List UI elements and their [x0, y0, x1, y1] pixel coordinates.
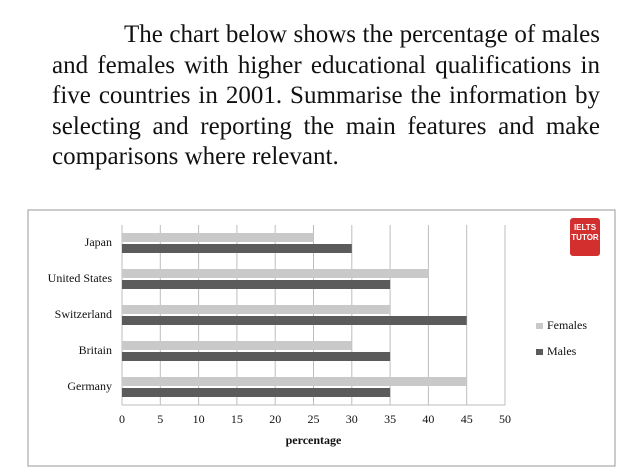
x-tick-label: 30 [346, 412, 358, 426]
bar [122, 341, 352, 350]
logo-badge [570, 218, 600, 256]
x-axis-label: percentage [286, 433, 342, 447]
logo-text: TUTOR [571, 233, 599, 242]
x-tick-label: 0 [119, 412, 125, 426]
y-tick-label: Britain [79, 343, 112, 357]
y-tick-label: Switzerland [55, 307, 112, 321]
x-tick-label: 15 [231, 412, 243, 426]
x-tick-label: 40 [422, 412, 434, 426]
bar [122, 305, 391, 314]
x-tick-label: 20 [269, 412, 281, 426]
bar [122, 269, 429, 278]
logo-text: IELTS [574, 223, 597, 232]
x-tick-label: 35 [384, 412, 396, 426]
x-tick-label: 45 [461, 412, 473, 426]
bar [122, 388, 391, 397]
y-tick-label: United States [48, 271, 113, 285]
legend-label: Males [547, 344, 577, 358]
x-tick-label: 25 [308, 412, 320, 426]
bar [122, 280, 391, 289]
bar [122, 352, 391, 361]
x-tick-label: 5 [157, 412, 163, 426]
bar [122, 233, 314, 242]
task-prompt: The chart below shows the percentage of … [52, 21, 600, 170]
x-tick-label: 10 [193, 412, 205, 426]
y-tick-label: Japan [85, 235, 112, 249]
legend-swatch [536, 323, 543, 329]
legend-label: Females [547, 318, 587, 332]
bar [122, 316, 467, 325]
y-tick-label: Germany [67, 379, 112, 393]
bar [122, 244, 352, 253]
bar [122, 377, 467, 386]
legend-swatch [536, 349, 543, 355]
x-tick-label: 50 [499, 412, 511, 426]
